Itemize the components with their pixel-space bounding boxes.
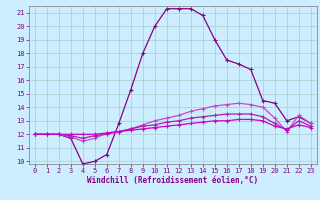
X-axis label: Windchill (Refroidissement éolien,°C): Windchill (Refroidissement éolien,°C): [87, 176, 258, 185]
